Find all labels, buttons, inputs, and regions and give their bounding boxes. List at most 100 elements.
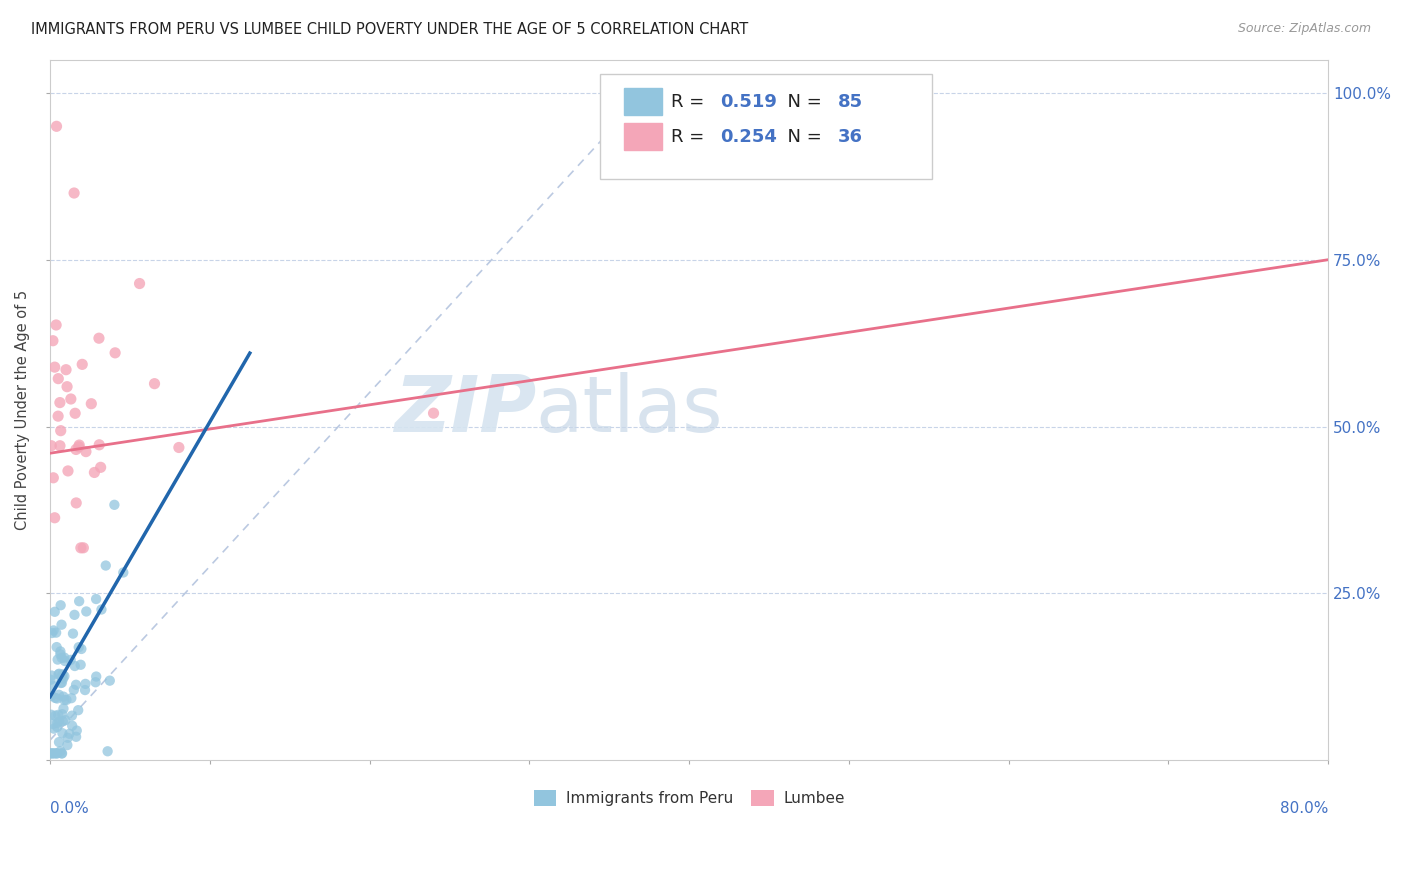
Point [67, 640, 90, 655]
Point [46, 707, 69, 722]
Point [90, 460, 112, 475]
Point [45, 625, 67, 640]
Point [49, 599, 72, 613]
Point [45, 120, 67, 134]
Point [48, 735, 70, 749]
Point [63, 607, 86, 622]
Point [83, 466, 105, 480]
Point [65, 442, 87, 457]
Point [55, 713, 77, 727]
Point [80, 397, 103, 411]
Point [53, 654, 76, 668]
Point [167, 441, 190, 455]
Point [42, 747, 65, 761]
Text: 0.0%: 0.0% [51, 801, 89, 815]
FancyBboxPatch shape [624, 88, 662, 115]
Point [59, 653, 82, 667]
Point [65, 678, 87, 692]
Point [53, 650, 76, 665]
Point [65, 496, 87, 510]
Point [46, 371, 69, 385]
Point [48, 688, 70, 702]
Point [48, 714, 70, 729]
Point [87, 331, 110, 345]
Point [62, 626, 84, 640]
Y-axis label: Child Poverty Under the Age of 5: Child Poverty Under the Age of 5 [15, 290, 30, 530]
Text: IMMIGRANTS FROM PERU VS LUMBEE CHILD POVERTY UNDER THE AGE OF 5 CORRELATION CHAR: IMMIGRANTS FROM PERU VS LUMBEE CHILD POV… [31, 22, 748, 37]
Point [46, 409, 69, 424]
Point [66, 723, 89, 738]
Point [72, 541, 94, 555]
Point [51, 726, 73, 740]
Point [56, 379, 79, 393]
Point [44, 360, 66, 375]
Point [42, 471, 65, 485]
FancyBboxPatch shape [600, 74, 932, 178]
Point [49, 395, 72, 409]
FancyBboxPatch shape [624, 123, 662, 150]
Point [63, 186, 86, 200]
Point [42, 679, 65, 693]
Point [104, 346, 127, 360]
Point [39, 439, 62, 453]
Point [422, 406, 444, 420]
Point [41, 626, 63, 640]
Point [75, 604, 97, 618]
Point [60, 719, 83, 733]
Point [84, 675, 107, 690]
Point [49, 644, 72, 658]
Point [51, 747, 73, 761]
Point [53, 693, 76, 707]
Text: Source: ZipAtlas.com: Source: ZipAtlas.com [1237, 22, 1371, 36]
Text: 0.519: 0.519 [720, 93, 776, 111]
Text: 36: 36 [838, 128, 862, 145]
Point [41, 668, 63, 682]
Point [73, 683, 96, 698]
Point [46, 716, 69, 731]
Point [48, 667, 70, 681]
Point [84, 669, 107, 683]
Point [103, 498, 125, 512]
Point [42, 334, 65, 348]
Point [46, 652, 69, 666]
Point [67, 438, 90, 452]
Point [55, 693, 77, 707]
Point [49, 648, 72, 662]
Point [65, 730, 87, 744]
Point [51, 670, 73, 684]
Point [58, 727, 80, 741]
Text: N =: N = [776, 93, 828, 111]
Point [49, 439, 72, 453]
Text: 0.254: 0.254 [720, 128, 776, 145]
Point [39, 673, 62, 687]
Point [45, 640, 67, 654]
Point [39, 707, 62, 722]
Point [94, 558, 117, 573]
Point [67, 594, 90, 608]
Point [59, 392, 82, 406]
Point [45, 318, 67, 332]
Point [56, 731, 79, 745]
Point [53, 669, 76, 683]
Point [51, 650, 73, 665]
Point [46, 747, 69, 761]
Point [56, 464, 79, 478]
Point [98, 673, 121, 688]
Point [49, 424, 72, 438]
Point [49, 744, 72, 758]
Text: R =: R = [671, 93, 710, 111]
Point [39, 747, 62, 761]
Point [67, 440, 90, 454]
Point [46, 720, 69, 734]
Point [89, 438, 111, 452]
Point [52, 672, 75, 686]
Point [55, 362, 77, 376]
Point [63, 406, 86, 420]
Text: ZIP: ZIP [394, 372, 536, 448]
Point [60, 708, 83, 723]
Point [41, 747, 63, 761]
Point [52, 701, 75, 715]
Point [51, 675, 73, 690]
Point [69, 657, 91, 672]
Point [128, 277, 150, 291]
